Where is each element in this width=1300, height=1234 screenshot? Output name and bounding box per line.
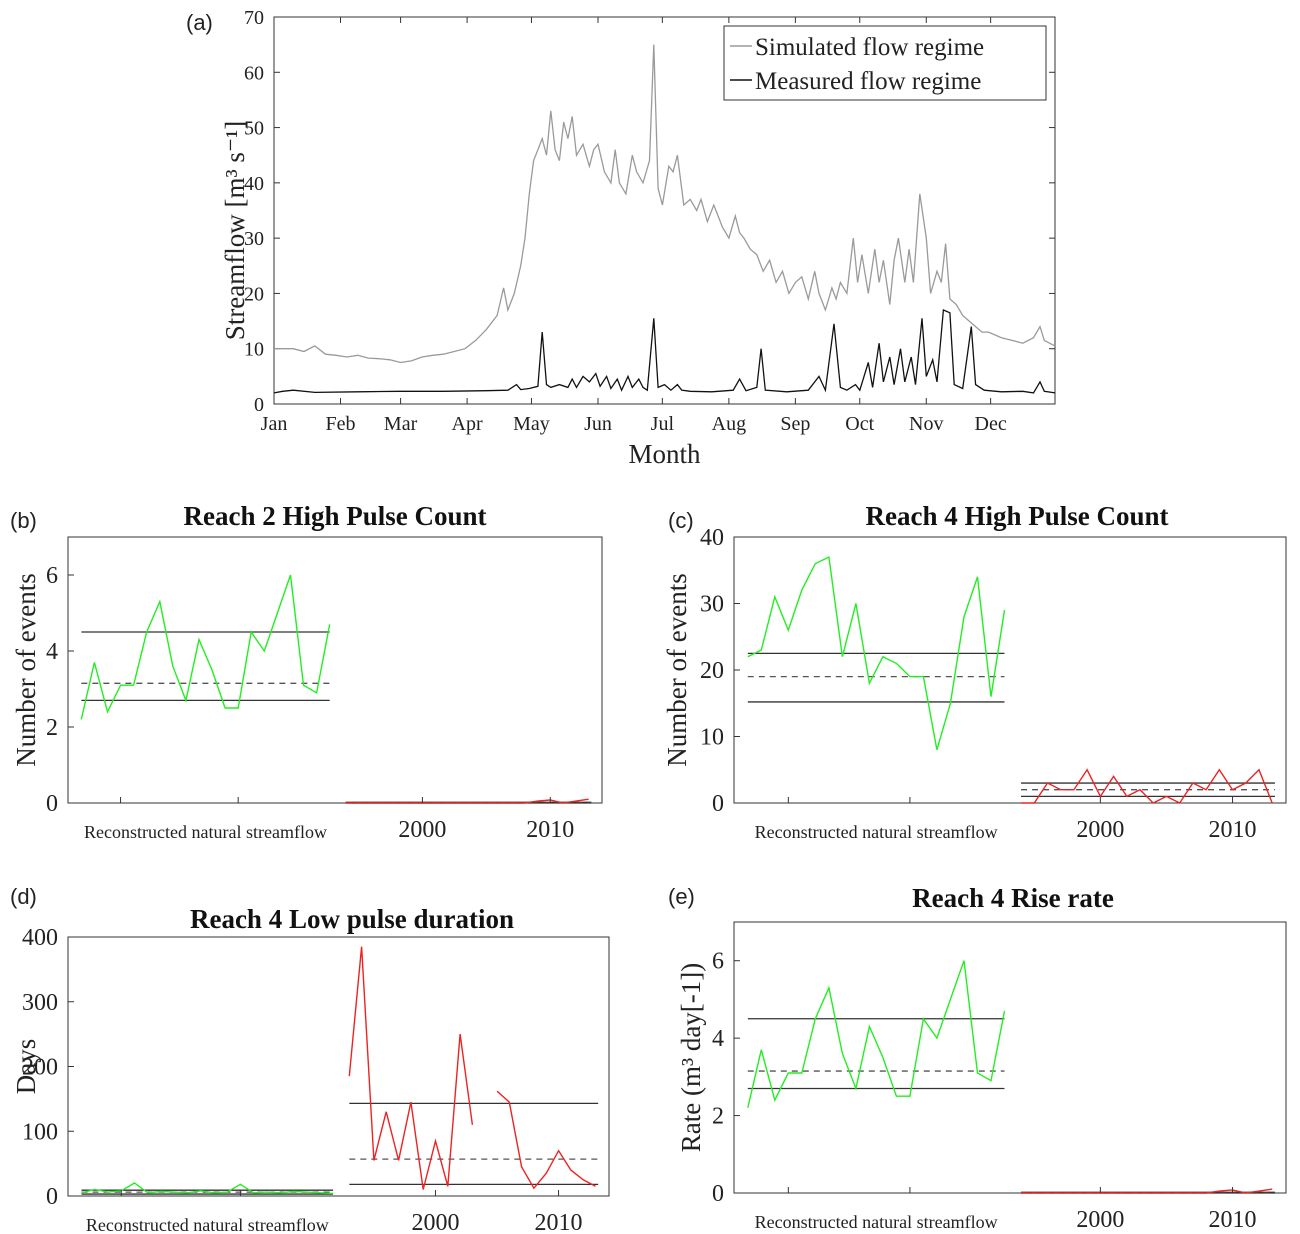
- x-tick-label: 2010: [535, 1210, 583, 1234]
- x-tick-label: May: [513, 413, 550, 435]
- x-tick-label: 2000: [1076, 1207, 1124, 1233]
- plot-area-frame: [67, 936, 610, 1197]
- y-tick-label: 0: [46, 1184, 58, 1210]
- y-axis-label: Days: [11, 1039, 41, 1095]
- y-tick-label: 70: [244, 7, 264, 29]
- y-tick-label: 10: [244, 339, 264, 361]
- measured-series-line: [348, 946, 596, 1190]
- x-tick-label: 2000: [1076, 817, 1124, 843]
- panel-c: 0 10 20 30 40 2000 2010 Reconstructed natural s…: [662, 501, 1287, 843]
- x-tick-label: Feb: [326, 413, 356, 435]
- plot-area-frame: [733, 536, 1287, 804]
- y-tick-label: 30: [244, 228, 264, 250]
- plot-area-frame: [273, 16, 1056, 405]
- series-line-simulated: [274, 44, 1056, 364]
- x-tick-label: Mar: [384, 413, 418, 435]
- x-axis-label: Month: [628, 439, 701, 469]
- y-axis-label: Streamflow [m³ s⁻¹]: [220, 121, 250, 340]
- natural-series-line: [81, 1182, 334, 1195]
- x-tick-label: 2000: [398, 817, 446, 843]
- panel-title: Reach 4 Rise rate: [912, 883, 1114, 913]
- y-tick-label: 4: [46, 639, 58, 665]
- x-tick-label: Aug: [712, 413, 746, 435]
- natural-series-line: [80, 574, 331, 720]
- panel-e: 0 2 4 6 2000 2010 Reconstructed natural stream…: [668, 883, 1287, 1233]
- natural-series-line: [747, 960, 1006, 1108]
- y-tick-label: 2: [712, 1104, 724, 1130]
- panel-d: 0 100 200 300 400 2000 2010 Reconstructed natur…: [10, 884, 610, 1234]
- plot-area-frame: [733, 921, 1287, 1194]
- x-tick-label: Apr: [452, 413, 483, 435]
- panel-b: 0 2 4 6 2000 2010 Reconstructed natural stream…: [10, 501, 603, 843]
- panel-tag: (a): [186, 10, 213, 35]
- y-tick-label: 30: [700, 592, 724, 618]
- y-tick-label: 400: [22, 925, 58, 951]
- measured-series-line: [1021, 1188, 1273, 1194]
- y-tick-label: 2: [46, 715, 58, 741]
- y-tick-label: 0: [712, 791, 724, 817]
- y-tick-label: 20: [700, 658, 724, 684]
- panel-tag: (c): [668, 508, 694, 533]
- group-label: Reconstructed natural streamflow: [755, 1212, 998, 1232]
- y-tick-label: 40: [244, 173, 264, 195]
- series-line-measured: [273, 309, 1056, 394]
- y-tick-label: 6: [46, 563, 58, 589]
- measured-series-line: [1021, 768, 1273, 804]
- panel-tag: (b): [10, 508, 37, 533]
- natural-series-line: [747, 555, 1006, 750]
- panel-title: Reach 2 High Pulse Count: [183, 501, 486, 531]
- y-tick-label: 0: [46, 791, 58, 817]
- group-label: Reconstructed natural streamflow: [84, 822, 327, 842]
- y-tick-label: 100: [22, 1119, 58, 1145]
- x-tick-label: Sep: [780, 413, 810, 435]
- x-tick-label: 2010: [1209, 817, 1257, 843]
- x-tick-label: Dec: [975, 413, 1007, 435]
- measured-series-line: [345, 798, 589, 804]
- legend-entry: Measured flow regime: [755, 68, 981, 95]
- y-tick-label: 10: [700, 725, 724, 751]
- group-label: Reconstructed natural streamflow: [755, 822, 998, 842]
- x-tick-label: 2010: [526, 817, 574, 843]
- y-tick-label: 20: [244, 283, 264, 305]
- y-tick-label: 60: [244, 62, 264, 84]
- x-tick-label: Jan: [261, 413, 288, 435]
- legend-entry: Simulated flow regime: [755, 34, 984, 61]
- group-label: Reconstructed natural streamflow: [86, 1215, 329, 1234]
- y-tick-label: 50: [244, 118, 264, 140]
- legend-box: [723, 25, 1047, 101]
- y-tick-label: 4: [712, 1026, 724, 1052]
- panel-title: Reach 4 Low pulse duration: [190, 904, 514, 934]
- x-tick-label: Nov: [909, 413, 943, 435]
- x-tick-label: Jul: [651, 413, 675, 435]
- y-axis-label: Number of events: [11, 573, 41, 766]
- panel-title: Reach 4 High Pulse Count: [865, 501, 1168, 531]
- panel-a: 0 10 20 30 40 50 60 70 Jan Feb Mar Apr May Jun Jul Aug S…: [186, 7, 1056, 469]
- y-tick-label: 6: [712, 949, 724, 975]
- y-axis-label: Rate (m³ day[-1]): [676, 963, 706, 1153]
- y-tick-label: 0: [254, 394, 264, 416]
- y-tick-label: 300: [22, 990, 58, 1016]
- panel-tag: (e): [668, 884, 695, 909]
- y-tick-label: 200: [22, 1055, 58, 1081]
- y-tick-label: 0: [712, 1181, 724, 1207]
- x-tick-label: Jun: [584, 413, 612, 435]
- panel-tag: (d): [10, 884, 37, 909]
- y-axis-label: Number of events: [662, 573, 692, 766]
- y-tick-label: 40: [700, 525, 724, 551]
- x-tick-label: Oct: [845, 413, 874, 435]
- x-tick-label: 2010: [1209, 1207, 1257, 1233]
- x-tick-label: 2000: [411, 1210, 459, 1234]
- plot-area-frame: [67, 536, 603, 804]
